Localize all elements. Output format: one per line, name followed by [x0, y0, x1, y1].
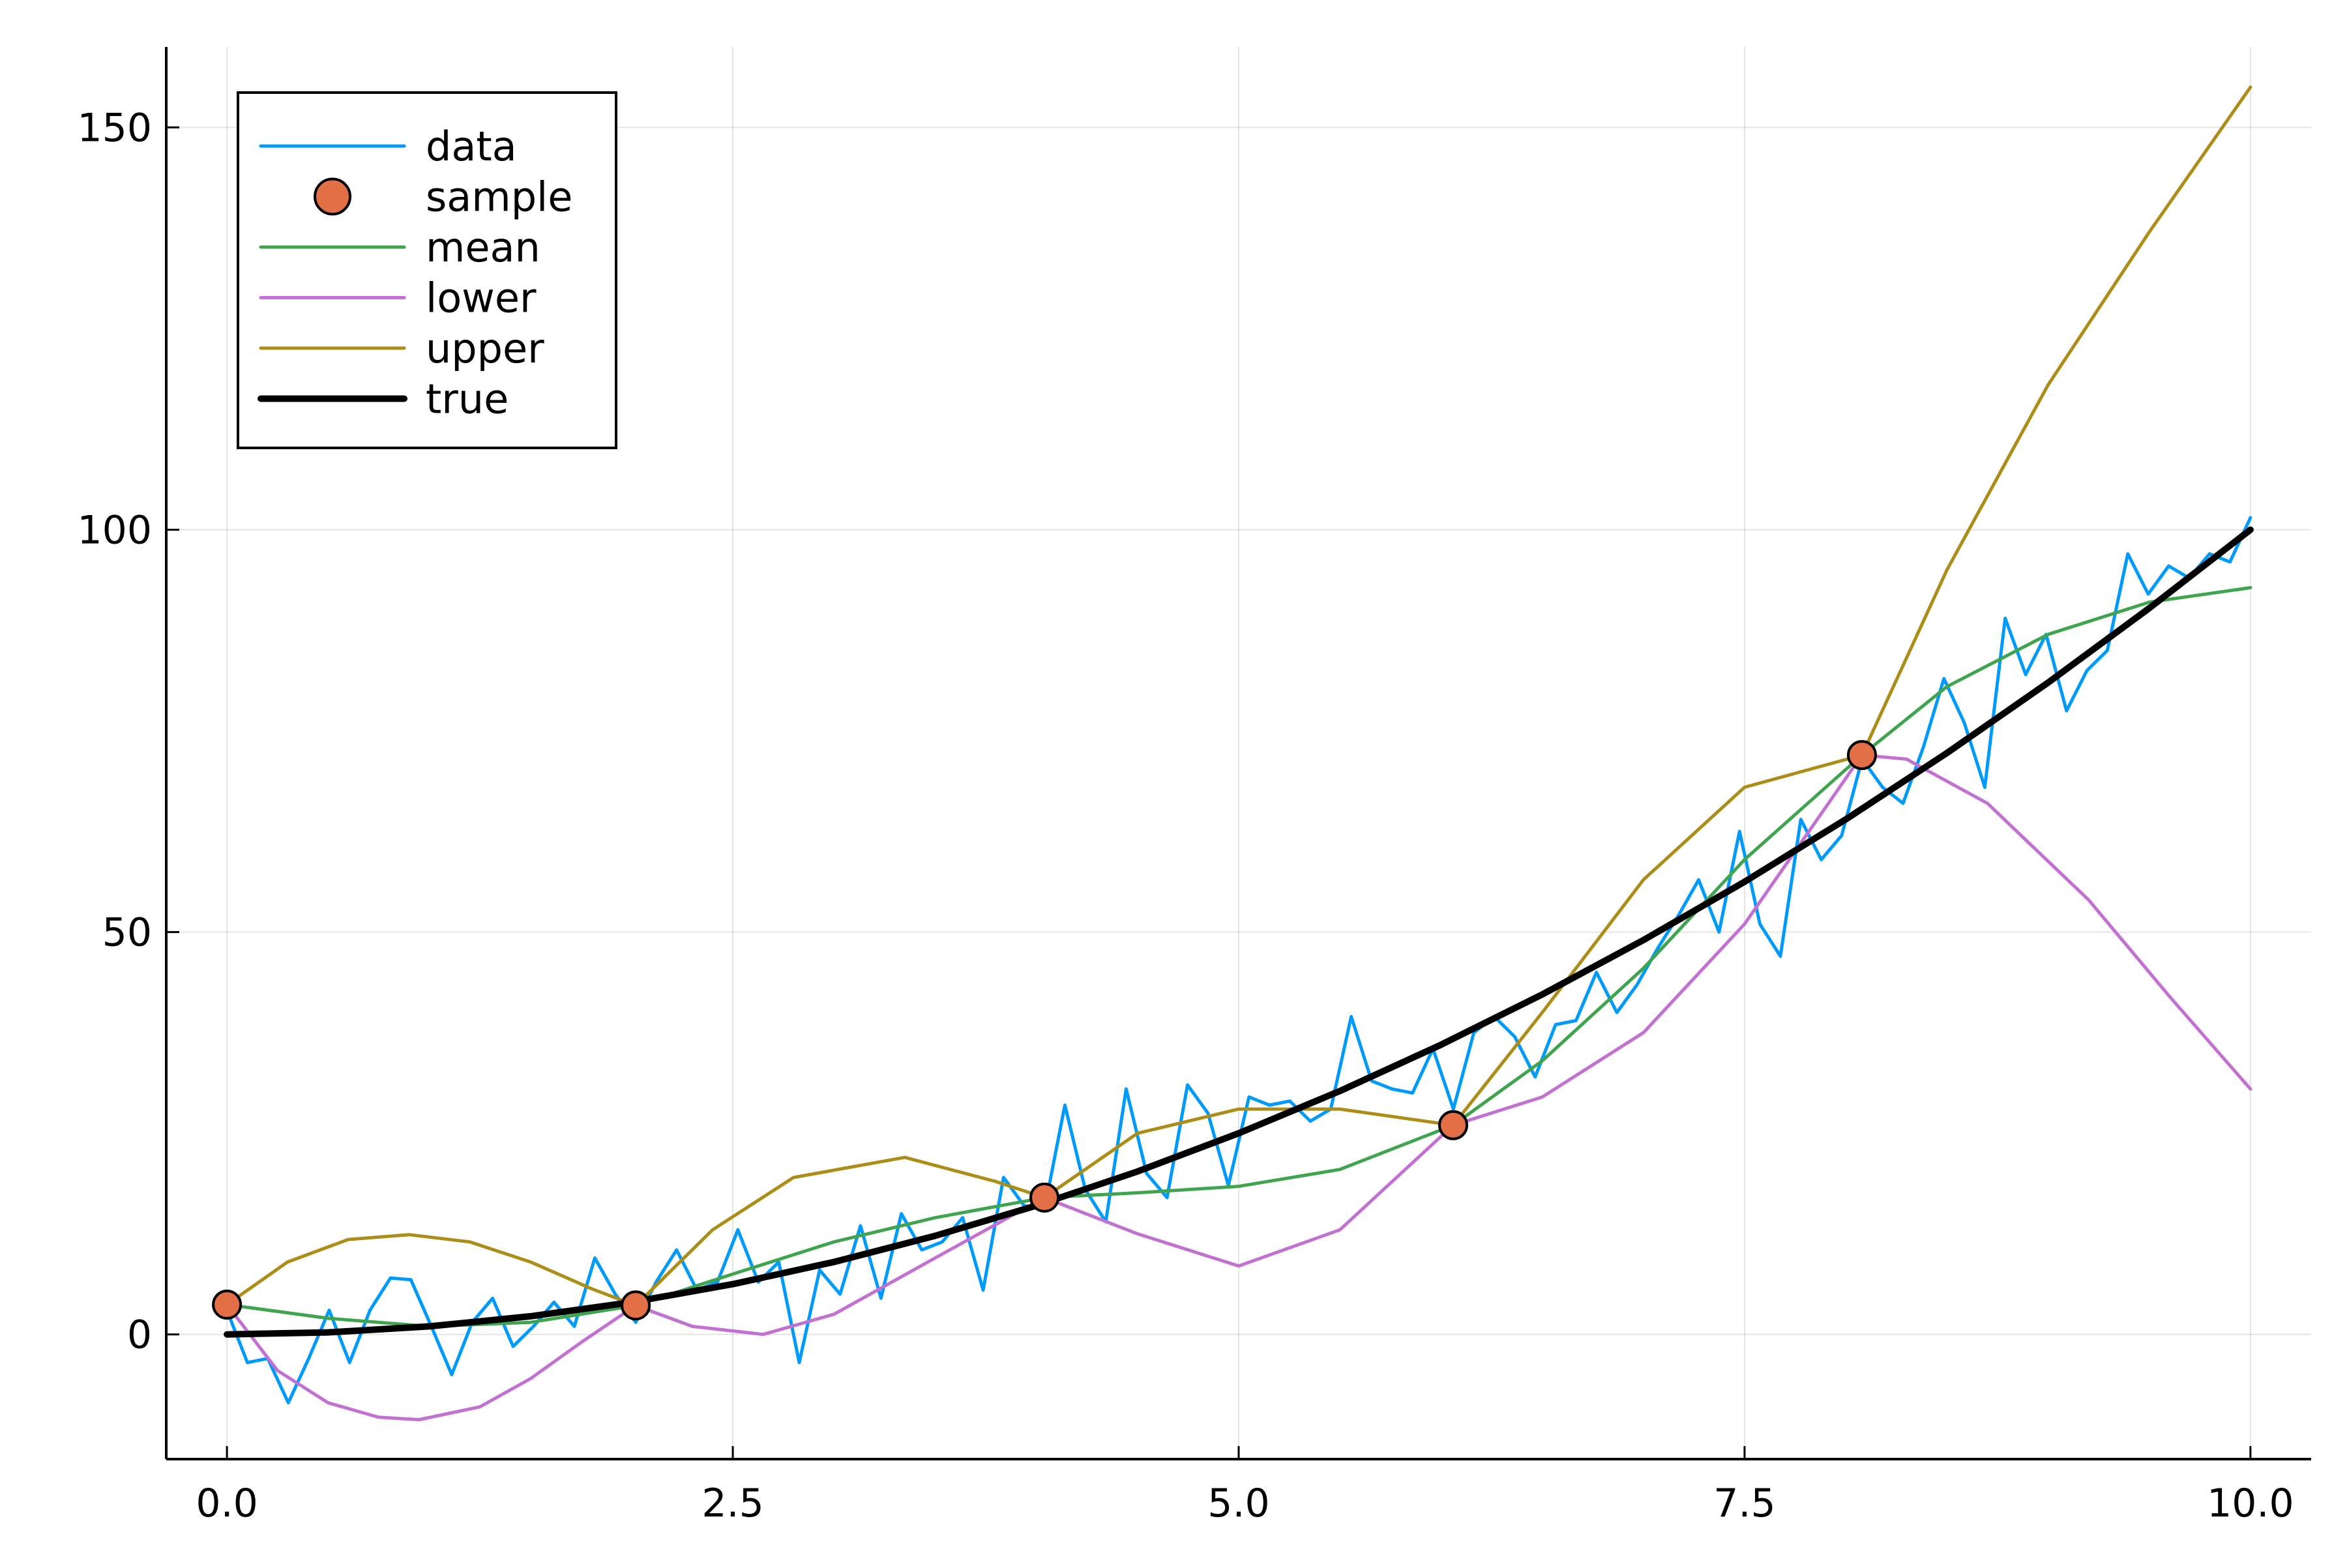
x-tick-label: 10.0 — [2207, 1481, 2294, 1526]
x-tick-label: 0.0 — [196, 1481, 258, 1526]
sample-point — [621, 1290, 651, 1321]
legend-label-data: data — [426, 123, 517, 170]
legend-label-true: true — [426, 376, 509, 423]
y-tick-label: 100 — [77, 508, 152, 554]
plot-series — [212, 85, 2254, 1421]
legend-label-sample: sample — [426, 173, 572, 221]
legend-label-lower: lower — [426, 274, 537, 322]
x-tick-label: 7.5 — [1713, 1481, 1775, 1526]
legend-label-upper: upper — [426, 325, 544, 372]
x-tick-label: 5.0 — [1207, 1481, 1269, 1526]
tick-labels: 0.0 2.5 5.0 7.5 10.0 0 50 100 150 — [77, 105, 2294, 1526]
legend-label-mean: mean — [426, 224, 540, 271]
sample-point — [212, 1290, 243, 1320]
y-tick-label: 0 — [127, 1312, 152, 1358]
legend-swatch-sample — [314, 177, 351, 216]
sample-point — [1846, 740, 1877, 771]
y-tick-label: 50 — [102, 910, 152, 956]
legend-box — [237, 91, 617, 449]
series-line-mean — [225, 585, 2252, 1328]
x-tick-label: 2.5 — [701, 1481, 763, 1526]
y-tick-label: 150 — [77, 105, 152, 151]
axes — [165, 47, 2311, 1460]
series-line-true — [224, 526, 2254, 1338]
sample-point — [1029, 1182, 1060, 1213]
sample-point — [1438, 1110, 1468, 1140]
